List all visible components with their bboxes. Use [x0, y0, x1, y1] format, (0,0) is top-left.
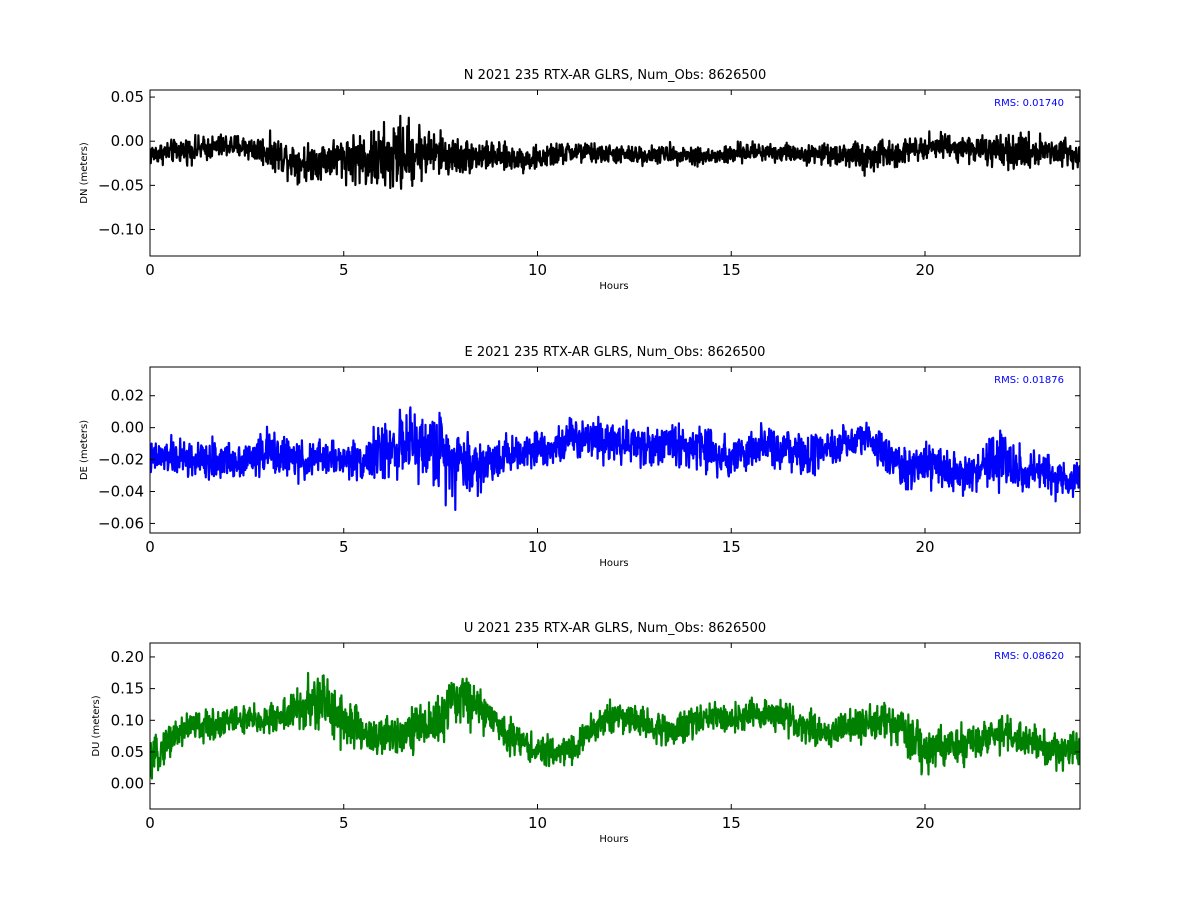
rms-annotation: RMS: 0.01876 — [994, 375, 1064, 386]
y-tick-label: −0.06 — [98, 514, 144, 532]
panel-n: N 2021 235 RTX-AR GLRS, Num_Obs: 8626500… — [79, 68, 1081, 292]
x-tick-label: 20 — [915, 814, 934, 832]
y-tick-label: 0.20 — [111, 648, 144, 666]
x-tick-label: 10 — [528, 538, 547, 556]
x-axis-label: Hours — [599, 558, 628, 569]
y-tick-label: 0.15 — [111, 680, 144, 698]
y-axis-label: DU (meters) — [91, 695, 102, 756]
x-tick-label: 5 — [339, 538, 349, 556]
y-axis-label: DE (meters) — [79, 420, 90, 480]
plot-area — [150, 671, 1080, 780]
x-tick-label: 0 — [145, 538, 155, 556]
x-tick-label: 0 — [145, 814, 155, 832]
series-line — [150, 114, 1080, 190]
chart-title: E 2021 235 RTX-AR GLRS, Num_Obs: 8626500 — [465, 345, 766, 360]
x-tick-label: 20 — [915, 538, 934, 556]
series-line — [150, 671, 1080, 780]
y-tick-label: 0.05 — [111, 743, 144, 761]
series-line — [150, 406, 1080, 511]
ticks-group: 0 5 10 15 20 0.00 0.05 0.10 0.15 0.20 — [111, 643, 1080, 832]
x-tick-label: 15 — [722, 538, 741, 556]
chart-title: U 2021 235 RTX-AR GLRS, Num_Obs: 8626500 — [464, 621, 766, 636]
rms-annotation: RMS: 0.08620 — [994, 651, 1064, 662]
y-tick-label: −0.10 — [98, 221, 144, 239]
axes-frame — [149, 89, 1081, 257]
x-tick-label: 15 — [722, 261, 741, 279]
x-tick-label: 5 — [339, 814, 349, 832]
plot-area — [150, 114, 1080, 190]
x-axis-label: Hours — [599, 281, 628, 292]
rms-annotation: RMS: 0.01740 — [994, 98, 1064, 109]
x-axis-label: Hours — [599, 834, 628, 845]
y-tick-label: −0.04 — [98, 483, 144, 501]
y-tick-label: 0.00 — [111, 132, 144, 150]
ticks-group: 0 5 10 15 20 −0.06 −0.04 −0.02 0.00 0.02 — [98, 367, 1080, 556]
panel-e: E 2021 235 RTX-AR GLRS, Num_Obs: 8626500… — [79, 345, 1081, 569]
chart-title: N 2021 235 RTX-AR GLRS, Num_Obs: 8626500 — [464, 68, 766, 83]
y-axis-label: DN (meters) — [79, 142, 90, 204]
ticks-group: 0 5 10 15 20 −0.10 −0.05 0.00 0.05 — [98, 88, 1080, 279]
axes-frame — [149, 642, 1081, 810]
plot-area — [150, 406, 1080, 511]
y-tick-label: 0.00 — [111, 775, 144, 793]
y-tick-label: 0.10 — [111, 711, 144, 729]
y-tick-label: 0.02 — [111, 387, 144, 405]
panel-u: U 2021 235 RTX-AR GLRS, Num_Obs: 8626500… — [91, 621, 1081, 845]
x-tick-label: 10 — [528, 814, 547, 832]
y-tick-label: −0.05 — [98, 176, 144, 194]
y-tick-label: −0.02 — [98, 451, 144, 469]
y-tick-label: 0.00 — [111, 419, 144, 437]
x-tick-label: 5 — [339, 261, 349, 279]
axes-frame — [149, 366, 1081, 534]
x-tick-label: 15 — [722, 814, 741, 832]
y-tick-label: 0.05 — [111, 88, 144, 106]
x-tick-label: 10 — [528, 261, 547, 279]
x-tick-label: 20 — [915, 261, 934, 279]
x-tick-label: 0 — [145, 261, 155, 279]
